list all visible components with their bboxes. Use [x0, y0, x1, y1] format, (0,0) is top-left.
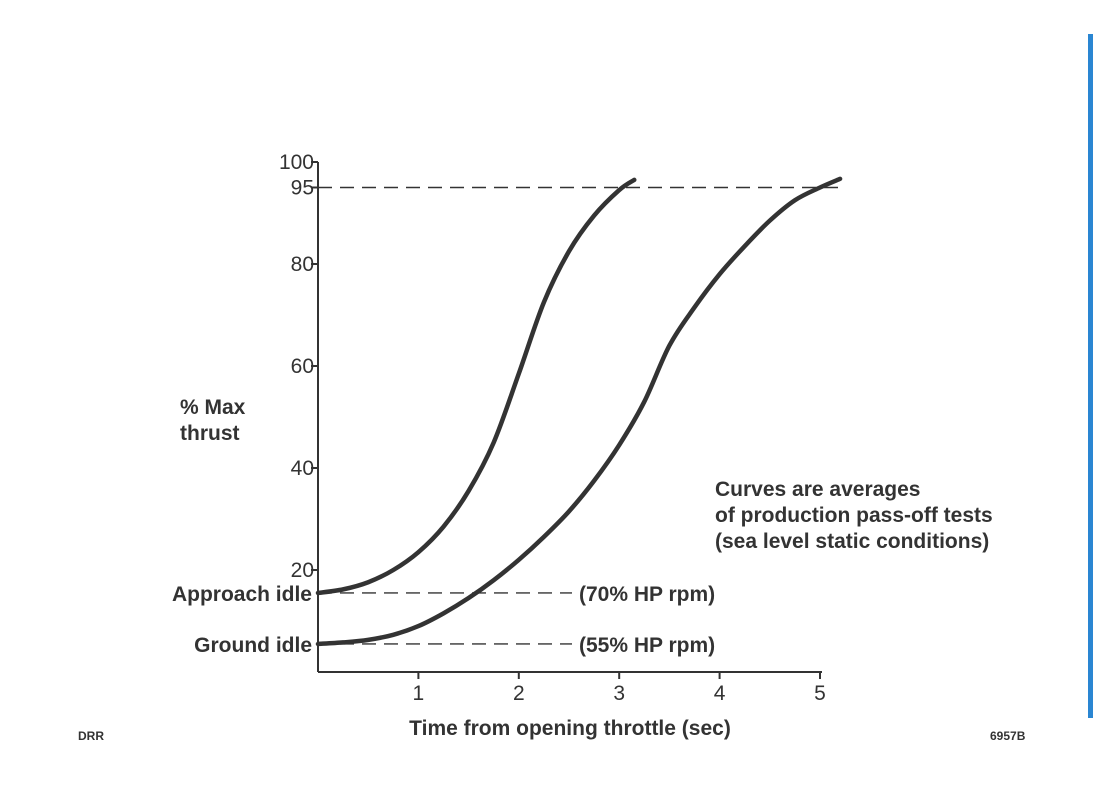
- y-tick-label-95: 95: [291, 177, 314, 200]
- x-tick-label-3: 3: [613, 682, 625, 705]
- footer-left-code: DRR: [78, 729, 104, 743]
- footer-right-code: 6957B: [990, 729, 1026, 743]
- series-line-1: [315, 177, 637, 596]
- x-tick-label-5: 5: [814, 682, 826, 705]
- ground-idle-label: Ground idle: [194, 634, 312, 657]
- y-tick-label-80: 80: [291, 253, 314, 276]
- accent-edge-bar: [1088, 34, 1093, 718]
- x-ticks: 1 2 3 4 5: [413, 672, 826, 705]
- y-axis-label-line-2: thrust: [180, 422, 240, 445]
- y-tick-label-40: 40: [291, 457, 314, 480]
- approach-idle-annotation: (70% HP rpm): [579, 583, 715, 606]
- series-group: [315, 176, 843, 647]
- x-axis-label: Time from opening throttle (sec): [409, 717, 731, 740]
- note-line-3: (sea level static conditions): [715, 530, 989, 553]
- note-line-1: Curves are averages: [715, 478, 920, 501]
- y-axis-label-line-1: % Max: [180, 396, 246, 419]
- x-tick-label-2: 2: [513, 682, 525, 705]
- y-tick-label-60: 60: [291, 355, 314, 378]
- approach-idle-label: Approach idle: [172, 583, 312, 606]
- ground-idle-annotation: (55% HP rpm): [579, 634, 715, 657]
- note-line-2: of production pass-off tests: [715, 504, 993, 527]
- y-tick-label-20: 20: [291, 559, 314, 582]
- y-ticks: 20 40 60 80 95 100: [279, 151, 318, 582]
- x-tick-label-4: 4: [714, 682, 726, 705]
- axes: [317, 162, 822, 673]
- idle-levels: Approach idle (70% HP rpm) Ground idle (55%…: [172, 583, 715, 657]
- y-tick-label-100: 100: [279, 151, 314, 174]
- series-line-2: [315, 176, 843, 647]
- x-tick-label-1: 1: [413, 682, 425, 705]
